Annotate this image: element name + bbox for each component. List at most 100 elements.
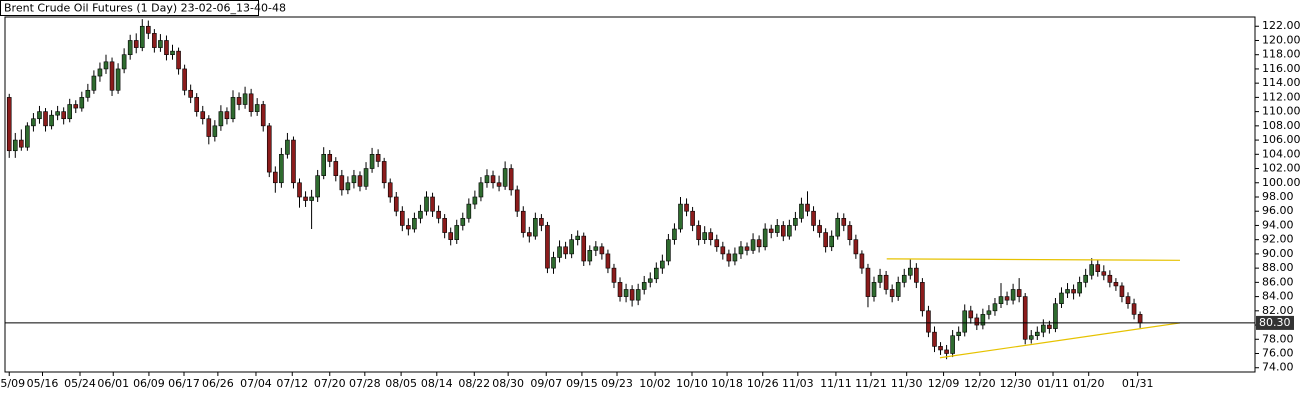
- candle-body: [932, 331, 937, 347]
- candle-body: [684, 203, 689, 212]
- y-tick-label: 114.00: [1262, 76, 1301, 89]
- candle-body: [285, 139, 290, 155]
- candle-body: [85, 89, 91, 98]
- candle-body: [672, 228, 677, 240]
- candle-body: [200, 111, 206, 120]
- candle-body: [938, 346, 943, 351]
- x-tick-label: 07/12: [276, 377, 308, 390]
- candle-body: [968, 310, 974, 319]
- candle-body: [835, 218, 841, 237]
- candle-body: [472, 196, 478, 205]
- x-tick-label: 06/01: [97, 377, 129, 390]
- candle-body: [1077, 282, 1082, 294]
- x-tick-label: 11/30: [891, 377, 923, 390]
- candle-body: [448, 232, 453, 240]
- candle-body: [774, 225, 780, 233]
- candle-body: [944, 349, 949, 354]
- candle-body: [599, 246, 605, 255]
- title-box: [0, 0, 259, 16]
- last-price-label: 80.30: [1259, 316, 1291, 329]
- x-tick-label: 06/09: [133, 377, 165, 390]
- candle-body: [907, 267, 913, 276]
- x-tick-label: 11/11: [820, 377, 852, 390]
- y-tick-label: 90.00: [1262, 247, 1294, 260]
- chart-title: Brent Crude Oil Futures (1 Day) 23-02-06…: [4, 2, 286, 15]
- candle-body: [768, 228, 774, 233]
- x-tick-label: 01/11: [1037, 377, 1069, 390]
- candle-body: [871, 282, 877, 297]
- candle-body: [811, 210, 816, 226]
- y-tick-label: 116.00: [1262, 62, 1301, 75]
- candle-body: [1125, 296, 1131, 305]
- candle-body: [133, 40, 139, 48]
- candle-body: [25, 125, 30, 148]
- x-tick-label: 11/21: [855, 377, 887, 390]
- candle-body: [260, 104, 266, 127]
- candle-body: [629, 289, 635, 301]
- candle-body: [393, 196, 399, 212]
- x-tick-label: 10/26: [747, 377, 779, 390]
- candle-body: [109, 61, 115, 91]
- candle-body: [103, 61, 109, 70]
- y-tick-label: 84.00: [1262, 290, 1294, 303]
- y-tick-label: 92.00: [1262, 233, 1294, 246]
- candle-body: [91, 75, 97, 91]
- candle-body: [829, 235, 834, 248]
- candle-body: [182, 68, 187, 91]
- candle-body: [962, 310, 968, 333]
- candle-body: [557, 246, 562, 258]
- candle-body: [297, 182, 302, 198]
- x-tick-label: 09/23: [601, 377, 633, 390]
- candle-body: [666, 239, 671, 262]
- candle-body: [242, 93, 248, 105]
- candle-body: [460, 218, 466, 226]
- x-tick-label: 12/30: [1000, 377, 1032, 390]
- candle-body: [412, 218, 417, 230]
- y-tick-label: 108.00: [1262, 119, 1301, 132]
- candle-body: [508, 168, 514, 191]
- candle-body: [333, 161, 339, 176]
- candle-body: [587, 250, 593, 262]
- candle-body: [236, 97, 242, 105]
- candle-body: [176, 50, 181, 70]
- candle-body: [702, 232, 707, 240]
- candle-body: [37, 111, 42, 120]
- candle-body: [484, 175, 490, 184]
- x-tick-label: 07/28: [349, 377, 381, 390]
- x-tick-label: 10/02: [639, 377, 671, 390]
- candle-body: [375, 154, 381, 162]
- candle-body: [418, 210, 423, 219]
- x-tick-label: 08/30: [492, 377, 524, 390]
- candle-body: [623, 289, 629, 297]
- candle-body: [478, 182, 484, 198]
- x-tick-label: 06/26: [202, 377, 234, 390]
- candle-body: [127, 40, 133, 56]
- x-tick-label: 08/22: [458, 377, 490, 390]
- x-tick-label: 09/15: [566, 377, 598, 390]
- y-tick-label: 112.00: [1262, 90, 1301, 103]
- x-tick-label: 01/31: [1122, 377, 1154, 390]
- candle-body: [6, 97, 12, 152]
- candle-body: [363, 168, 369, 187]
- candle-body: [660, 260, 665, 269]
- candle-body: [539, 218, 544, 226]
- candle-body: [315, 175, 320, 198]
- candle-body: [732, 253, 738, 262]
- candle-body: [1119, 285, 1125, 297]
- candle-body: [158, 40, 163, 48]
- candle-body: [309, 196, 314, 201]
- y-tick-label: 74.00: [1262, 361, 1294, 374]
- x-tick-label: 12/09: [928, 377, 960, 390]
- last-price-box: [1256, 315, 1294, 330]
- x-tick-label: 07/04: [240, 377, 272, 390]
- y-tick-label: 100.00: [1262, 176, 1301, 189]
- candle-body: [345, 182, 351, 191]
- candle-body: [12, 139, 18, 152]
- x-tick-label: 08/05: [385, 377, 417, 390]
- candle-body: [1028, 335, 1034, 340]
- candle-body: [956, 331, 961, 337]
- candle-body: [605, 253, 611, 269]
- candle-body: [327, 154, 333, 162]
- candle-body: [248, 93, 254, 112]
